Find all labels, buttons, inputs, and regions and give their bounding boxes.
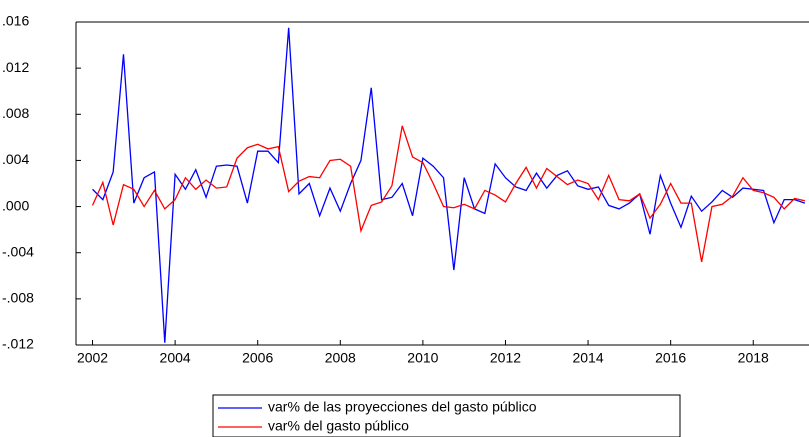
y-tick-label: .000 — [2, 197, 29, 213]
series-line — [92, 27, 806, 343]
x-tick-label: 2018 — [738, 350, 769, 366]
x-tick-label: 2010 — [407, 350, 438, 366]
x-tick-label: 2002 — [77, 350, 108, 366]
y-tick-label: .016 — [2, 13, 29, 29]
y-tick-label: .008 — [2, 105, 29, 121]
legend-box — [212, 394, 681, 437]
x-tick-label: 2016 — [655, 350, 686, 366]
x-tick-label: 2012 — [490, 350, 521, 366]
x-tick-label: 2014 — [572, 350, 603, 366]
legend-label: var% del gasto público — [268, 418, 409, 434]
y-tick-label: -.004 — [2, 243, 34, 259]
legend-label: var% de las proyecciones del gasto públi… — [268, 399, 537, 415]
x-tick-label: 2008 — [325, 350, 356, 366]
y-tick-label: .012 — [2, 59, 29, 75]
x-tick-label: 2006 — [242, 350, 273, 366]
y-tick-label: -.008 — [2, 290, 34, 306]
y-tick-label: .004 — [2, 151, 29, 167]
x-tick-label: 2004 — [160, 350, 191, 366]
y-tick-label: -.012 — [2, 336, 34, 352]
series-line — [91, 125, 806, 263]
